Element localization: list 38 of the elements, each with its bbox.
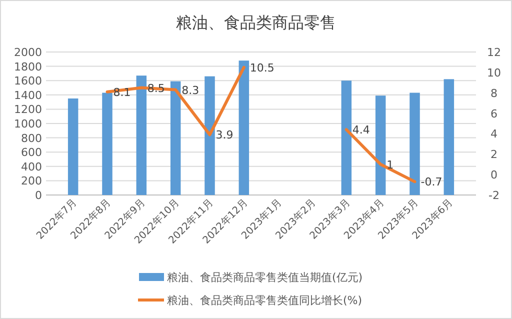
- y-tick-label: 1600: [14, 74, 42, 88]
- y-tick-label: 1000: [14, 118, 42, 130]
- bar: [204, 76, 215, 195]
- data-label: 8.3: [182, 84, 200, 97]
- y-tick-label: 800: [21, 132, 42, 145]
- y-tick-label: 0: [35, 189, 42, 202]
- bar: [68, 98, 78, 195]
- data-label: -0.7: [420, 176, 442, 189]
- y-tick-label: 600: [21, 146, 42, 160]
- bar: [102, 92, 112, 195]
- y2-tick-label: 12: [487, 46, 501, 59]
- bar: [341, 80, 352, 195]
- y2-tick-label: 8: [490, 86, 498, 100]
- chart-title: 粮油、食品类商品零售: [176, 13, 336, 32]
- y2-tick-label: 10: [487, 66, 501, 80]
- y2-tick-label: -2: [488, 189, 500, 202]
- y2-tick-label: 4: [490, 128, 498, 141]
- y2-tick-label: 0: [490, 168, 498, 182]
- bar: [136, 76, 147, 195]
- y-tick-label: 1800: [14, 60, 42, 74]
- y-tick-label: 200: [21, 174, 42, 188]
- bar: [410, 92, 420, 195]
- y2-tick-label: 6: [490, 107, 498, 120]
- bar: [444, 79, 454, 195]
- bar: [170, 81, 181, 195]
- data-label: 1: [386, 158, 394, 172]
- legend-label: 粮油、食品类商品零售类值同比增长(%): [167, 294, 362, 307]
- legend-label: 粮油、食品类商品零售类值当期值(亿元): [167, 271, 363, 284]
- data-label: 10.5: [250, 61, 274, 74]
- y-tick-label: 1200: [14, 103, 42, 116]
- data-label: 4.4: [352, 124, 370, 137]
- y2-tick-label: 2: [490, 148, 498, 162]
- bar: [375, 96, 386, 195]
- y-tick-label: 400: [21, 160, 42, 174]
- data-label: 3.9: [216, 128, 234, 142]
- bar: [238, 60, 250, 195]
- y-tick-label: 2000: [14, 46, 42, 59]
- y-tick-label: 1400: [14, 88, 42, 102]
